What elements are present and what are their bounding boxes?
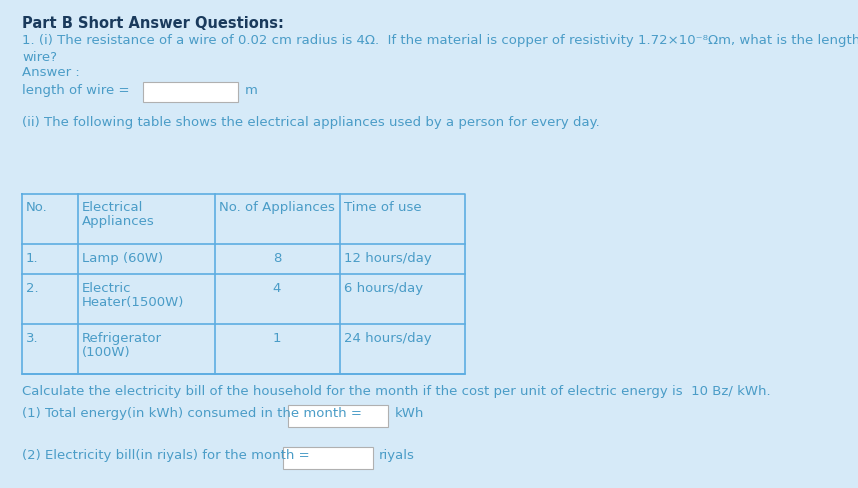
Text: 6 hours/day: 6 hours/day [344,282,423,294]
Text: 3.: 3. [26,331,39,345]
Text: (2) Electricity bill(in riyals) for the month =: (2) Electricity bill(in riyals) for the … [22,448,310,461]
Text: Heater(1500W): Heater(1500W) [82,295,184,308]
FancyBboxPatch shape [143,83,238,103]
Text: Part B Short Answer Questions:: Part B Short Answer Questions: [22,16,284,31]
Text: length of wire =: length of wire = [22,84,130,97]
Text: (100W): (100W) [82,346,130,358]
FancyBboxPatch shape [283,447,373,469]
Text: Answer :: Answer : [22,66,80,79]
Text: m: m [245,84,258,97]
Text: riyals: riyals [379,448,414,461]
Text: wire?: wire? [22,51,57,64]
Text: 1.: 1. [26,251,39,264]
Text: No.: No. [26,201,48,214]
Text: 12 hours/day: 12 hours/day [344,251,432,264]
Text: Calculate the electricity bill of the household for the month if the cost per un: Calculate the electricity bill of the ho… [22,384,770,397]
Text: Refrigerator: Refrigerator [82,331,162,345]
Text: No. of Appliances: No. of Appliances [219,201,335,214]
Text: 24 hours/day: 24 hours/day [344,331,432,345]
Text: Time of use: Time of use [344,201,421,214]
Text: 4: 4 [273,282,281,294]
Text: Electric: Electric [82,282,131,294]
Text: 1. (i) The resistance of a wire of 0.02 cm radius is 4Ω.  If the material is cop: 1. (i) The resistance of a wire of 0.02 … [22,34,858,47]
Text: Lamp (60W): Lamp (60W) [82,251,163,264]
Text: 1: 1 [273,331,281,345]
FancyBboxPatch shape [288,405,389,427]
Text: 2.: 2. [26,282,39,294]
Text: (ii) The following table shows the electrical appliances used by a person for ev: (ii) The following table shows the elect… [22,116,600,129]
Text: kWh: kWh [395,406,424,419]
Text: (1) Total energy(in kWh) consumed in the month =: (1) Total energy(in kWh) consumed in the… [22,406,362,419]
Text: Electrical: Electrical [82,201,143,214]
Text: Appliances: Appliances [82,215,154,227]
Text: 8: 8 [273,251,281,264]
